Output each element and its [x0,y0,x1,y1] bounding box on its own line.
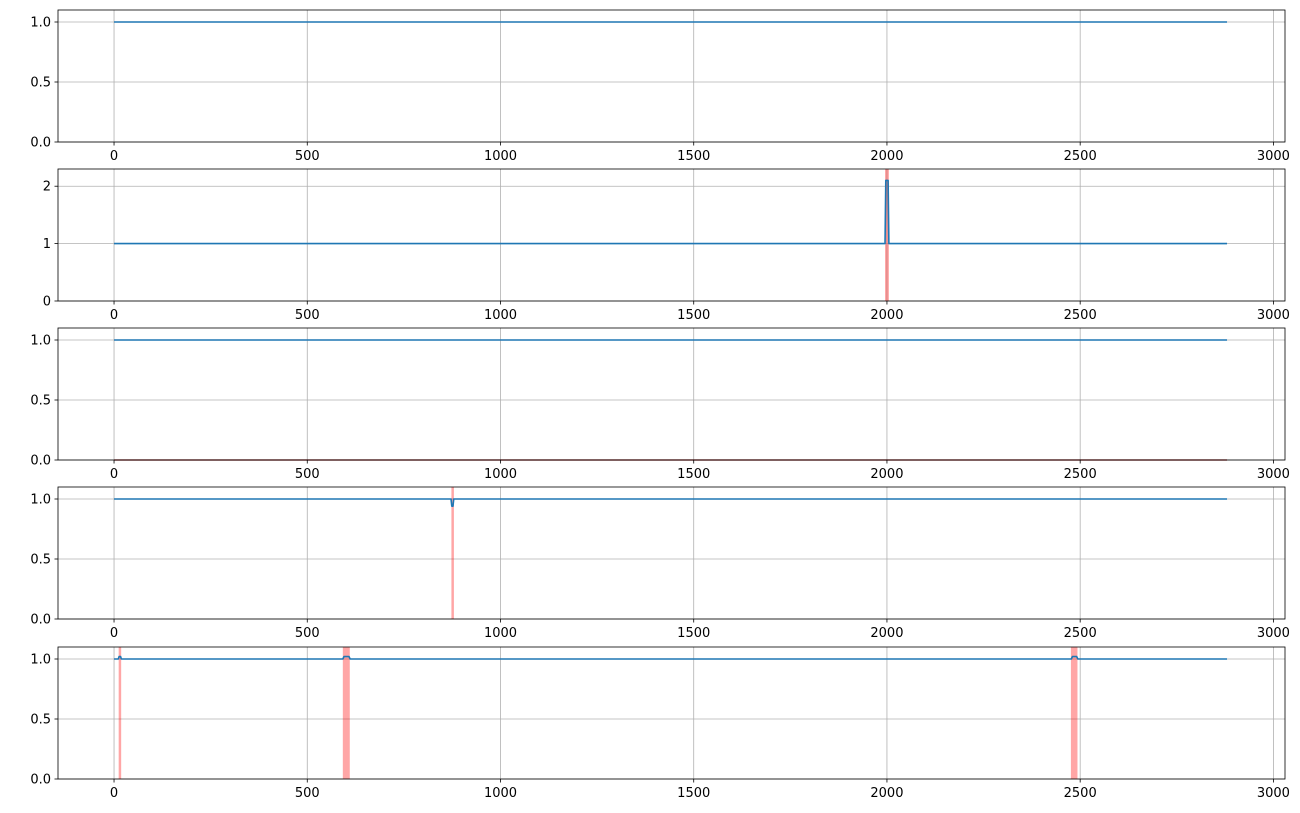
y-tick-label: 2 [43,180,51,195]
x-tick-label: 3000 [1257,308,1290,323]
subplot-4: 0 500 1000 1500 2000 2500 3000 0.0 0.5 1.0 [30,486,1290,641]
x-tick-label: 2500 [1064,626,1097,641]
subplot-1: 0 500 1000 1500 2000 2500 3000 0.0 0.5 1.0 [30,9,1290,164]
x-tick-label: 1500 [677,149,710,164]
x-tick-label: 1500 [677,626,710,641]
highlight-region [1070,647,1078,779]
x-tick-label: 3000 [1257,626,1290,641]
highlight-region [451,487,454,619]
x-tick-label: 500 [295,308,320,323]
x-tick-label: 1000 [484,786,517,801]
x-tick-label: 0 [110,308,118,323]
axes-frame [57,327,1286,461]
x-tick-label: 500 [295,467,320,482]
x-tick-label: 2500 [1064,149,1097,164]
x-tick-label: 2500 [1064,308,1097,323]
subplot-5: 0 500 1000 1500 2000 2500 3000 0.0 0.5 1.0 [30,646,1290,801]
x-tick-label: 2000 [870,308,903,323]
series-line [114,179,1228,245]
series-line [114,498,1228,508]
x-tick-label: 2000 [870,786,903,801]
x-tick-label: 1000 [484,626,517,641]
x-tick-label: 2000 [870,149,903,164]
highlight-region [885,169,889,301]
series-line [114,655,1228,660]
y-tick-label: 0.0 [30,454,51,469]
x-tick-label: 2000 [870,467,903,482]
axes-frame [57,168,1286,302]
axes-frame [57,646,1286,780]
y-tick-label: 1.0 [30,16,51,31]
y-tick-label: 1.0 [30,493,51,508]
y-tick-label: 0.5 [30,76,51,91]
x-tick-label: 1500 [677,467,710,482]
highlight-region [118,647,122,779]
x-tick-label: 2000 [870,626,903,641]
x-tick-label: 1500 [677,308,710,323]
x-tick-label: 3000 [1257,149,1290,164]
y-tick-label: 1.0 [30,653,51,668]
x-tick-label: 0 [110,149,118,164]
x-tick-label: 0 [110,786,118,801]
axes-frame [57,9,1286,143]
x-tick-label: 1500 [677,786,710,801]
x-tick-label: 1000 [484,149,517,164]
subplot-3: 0 500 1000 1500 2000 2500 3000 0.0 0.5 1.0 [30,327,1290,482]
y-tick-label: 0.5 [30,553,51,568]
subplot-2: 0 500 1000 1500 2000 2500 3000 0 1 2 [43,168,1290,323]
y-tick-label: 1.0 [30,334,51,349]
x-tick-label: 3000 [1257,467,1290,482]
x-tick-label: 2500 [1064,467,1097,482]
x-tick-label: 0 [110,467,118,482]
x-tick-label: 0 [110,626,118,641]
x-tick-label: 500 [295,149,320,164]
x-tick-label: 500 [295,786,320,801]
y-tick-label: 1 [43,237,51,252]
x-tick-label: 1000 [484,467,517,482]
x-tick-label: 1000 [484,308,517,323]
y-tick-label: 0.0 [30,773,51,788]
y-tick-label: 0.0 [30,613,51,628]
y-tick-label: 0.5 [30,394,51,409]
y-tick-label: 0.5 [30,713,51,728]
x-tick-label: 3000 [1257,786,1290,801]
highlight-region [342,647,350,779]
x-tick-label: 2500 [1064,786,1097,801]
y-tick-label: 0.0 [30,136,51,151]
y-tick-label: 0 [43,295,51,310]
x-tick-label: 500 [295,626,320,641]
axes-frame [57,486,1286,620]
